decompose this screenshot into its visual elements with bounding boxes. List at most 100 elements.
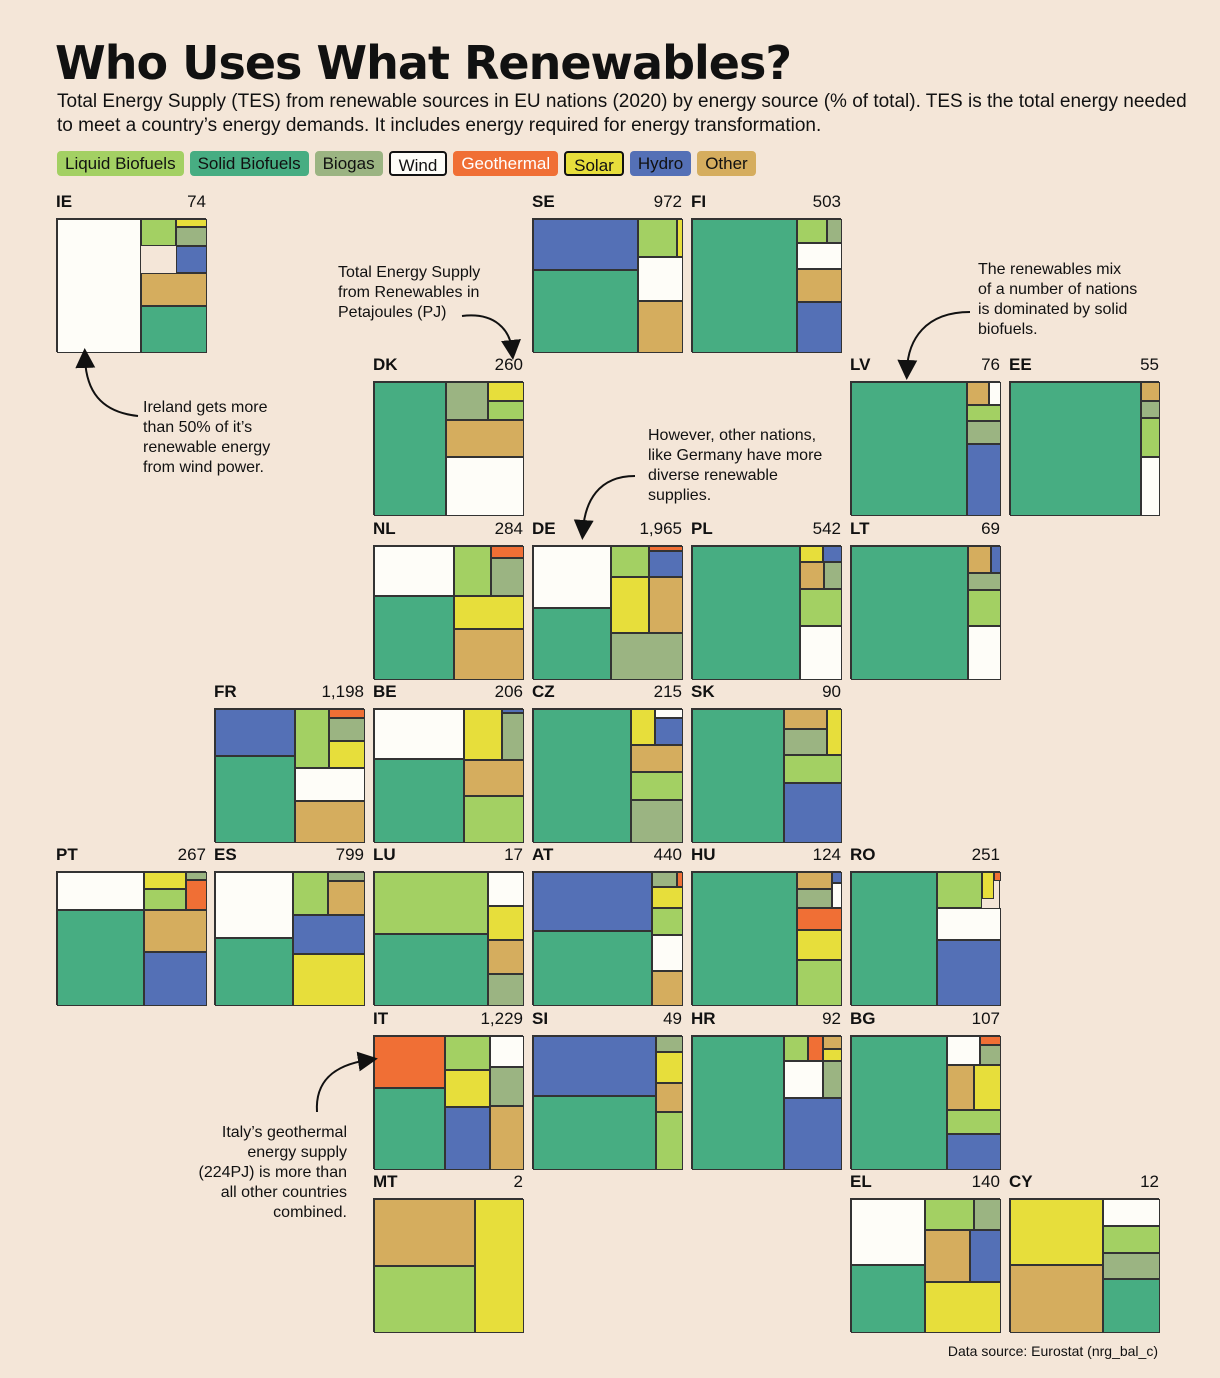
treemap-box	[373, 545, 524, 680]
treemap-cell-bg	[656, 1036, 683, 1053]
treemap-box	[56, 871, 207, 1006]
treemap-cell-ot	[656, 1082, 683, 1113]
country-code: SE	[532, 192, 555, 211]
treemap-cell-wi	[374, 709, 464, 759]
country-total-pj: 284	[494, 519, 523, 538]
treemap-cell-ot	[144, 909, 207, 953]
treemap-cell-ot	[638, 300, 683, 353]
treemap-cell-wi	[374, 546, 454, 596]
country-total-pj: 1,198	[321, 682, 364, 701]
treemap-box	[850, 545, 1001, 680]
country-total-pj: 17	[504, 845, 523, 864]
treemap-cell-bg	[186, 872, 207, 881]
treemap-box	[373, 381, 524, 516]
country-code: FR	[214, 682, 237, 701]
country-total-pj: 76	[981, 355, 1000, 374]
country-total-pj: 215	[653, 682, 682, 701]
treemap-cell-wi	[57, 872, 144, 910]
treemap-cell-ge	[374, 1036, 445, 1089]
country-tile-dk: DK 260	[373, 355, 524, 517]
treemap-cell-ot	[783, 709, 827, 730]
country-code: CZ	[532, 682, 555, 701]
treemap-cell-sb	[533, 607, 611, 680]
treemap-cell-wi	[294, 767, 365, 802]
legend: Liquid Biofuels Solid Biofuels Biogas Wind G…	[57, 151, 756, 176]
country-code: MT	[373, 1172, 398, 1191]
treemap-cell-sb	[851, 1036, 947, 1170]
treemap-cell-so	[444, 1069, 490, 1108]
country-tile-si: SI 49	[532, 1009, 683, 1171]
legend-item-so: Solar	[564, 151, 624, 176]
treemap-cell-ot	[453, 629, 524, 680]
country-code: BG	[850, 1009, 876, 1028]
country-code: DE	[532, 519, 556, 538]
country-tile-fi: FI 503	[691, 192, 842, 354]
treemap-cell-sb	[533, 930, 652, 1006]
treemap-cell-hy	[215, 709, 295, 756]
treemap-cell-sb	[1010, 382, 1141, 516]
treemap-cell-bg	[1140, 400, 1160, 419]
latvia-annotation: The renewables mix of a number of nation…	[978, 261, 1138, 338]
treemap-cell-so	[630, 709, 655, 746]
treemap-cell-sb	[692, 219, 797, 353]
ireland-arrow	[75, 348, 139, 417]
treemap-cell-lb	[144, 889, 186, 910]
treemap-cell-ot	[374, 1199, 475, 1266]
treemap-cell-hy	[293, 914, 365, 954]
treemap-cell-hy	[947, 1133, 1001, 1170]
treemap-cell-lb	[453, 546, 491, 596]
country-code: IT	[373, 1009, 389, 1028]
treemap-cell-sb	[851, 382, 967, 516]
treemap-cell-sb	[692, 546, 800, 680]
treemap-cell-ot	[630, 745, 683, 772]
country-total-pj: 1,965	[639, 519, 682, 538]
treemap-cell-wi	[651, 934, 683, 972]
treemap-cell-ge	[807, 1036, 823, 1062]
treemap-cell-wi	[851, 1199, 925, 1265]
treemap-cell-bg	[630, 800, 683, 843]
treemap-cell-bg	[175, 227, 207, 246]
treemap-cell-hy	[936, 940, 1001, 1006]
treemap-cell-ge	[993, 872, 1001, 882]
treemap-cell-bg	[968, 572, 1001, 591]
country-code: HU	[691, 845, 716, 864]
treemap-cell-hy	[654, 718, 683, 746]
treemap-cell-so	[144, 872, 186, 890]
country-tile-el: EL 140	[850, 1172, 1001, 1334]
treemap-cell-so	[1010, 1199, 1103, 1265]
country-tile-ee: EE 55	[1009, 355, 1160, 517]
treemap-cell-ge	[677, 872, 683, 887]
country-total-pj: 251	[971, 845, 1000, 864]
treemap-cell-sb	[215, 937, 293, 1006]
treemap-cell-hy	[990, 546, 1001, 573]
treemap-cell-hy	[533, 1036, 656, 1097]
country-tile-hu: HU 124	[691, 845, 842, 1007]
treemap-cell-so	[611, 576, 649, 634]
treemap-cell-so	[800, 546, 823, 563]
treemap-box	[691, 218, 842, 353]
treemap-cell-ot	[648, 576, 683, 634]
treemap-cell-ge	[980, 1036, 1001, 1046]
treemap-cell-lb	[797, 219, 827, 244]
country-tile-ie: IE 74	[56, 192, 207, 354]
treemap-cell-bg	[827, 219, 842, 244]
treemap-cell-sb	[57, 909, 144, 1006]
treemap-cell-ot	[797, 268, 842, 303]
treemap-cell-wi	[654, 709, 683, 719]
treemap-cell-so	[981, 872, 994, 899]
country-total-pj: 74	[187, 192, 206, 211]
treemap-cell-ot	[924, 1229, 970, 1283]
treemap-cell-lb	[924, 1199, 974, 1230]
country-tile-lt: LT 69	[850, 519, 1001, 681]
treemap-cell-wi	[947, 1036, 980, 1066]
treemap-cell-lb	[293, 872, 328, 915]
country-total-pj: 267	[177, 845, 206, 864]
country-total-pj: 90	[822, 682, 841, 701]
treemap-cell-wi	[638, 256, 683, 301]
treemap-cell-hy	[783, 782, 842, 843]
treemap-cell-hy	[969, 1229, 1001, 1283]
treemap-cell-ot	[446, 419, 524, 458]
country-tile-de: DE 1,965	[532, 519, 683, 681]
treemap-cell-so	[656, 1052, 683, 1083]
treemap-cell-sb	[374, 1088, 445, 1170]
